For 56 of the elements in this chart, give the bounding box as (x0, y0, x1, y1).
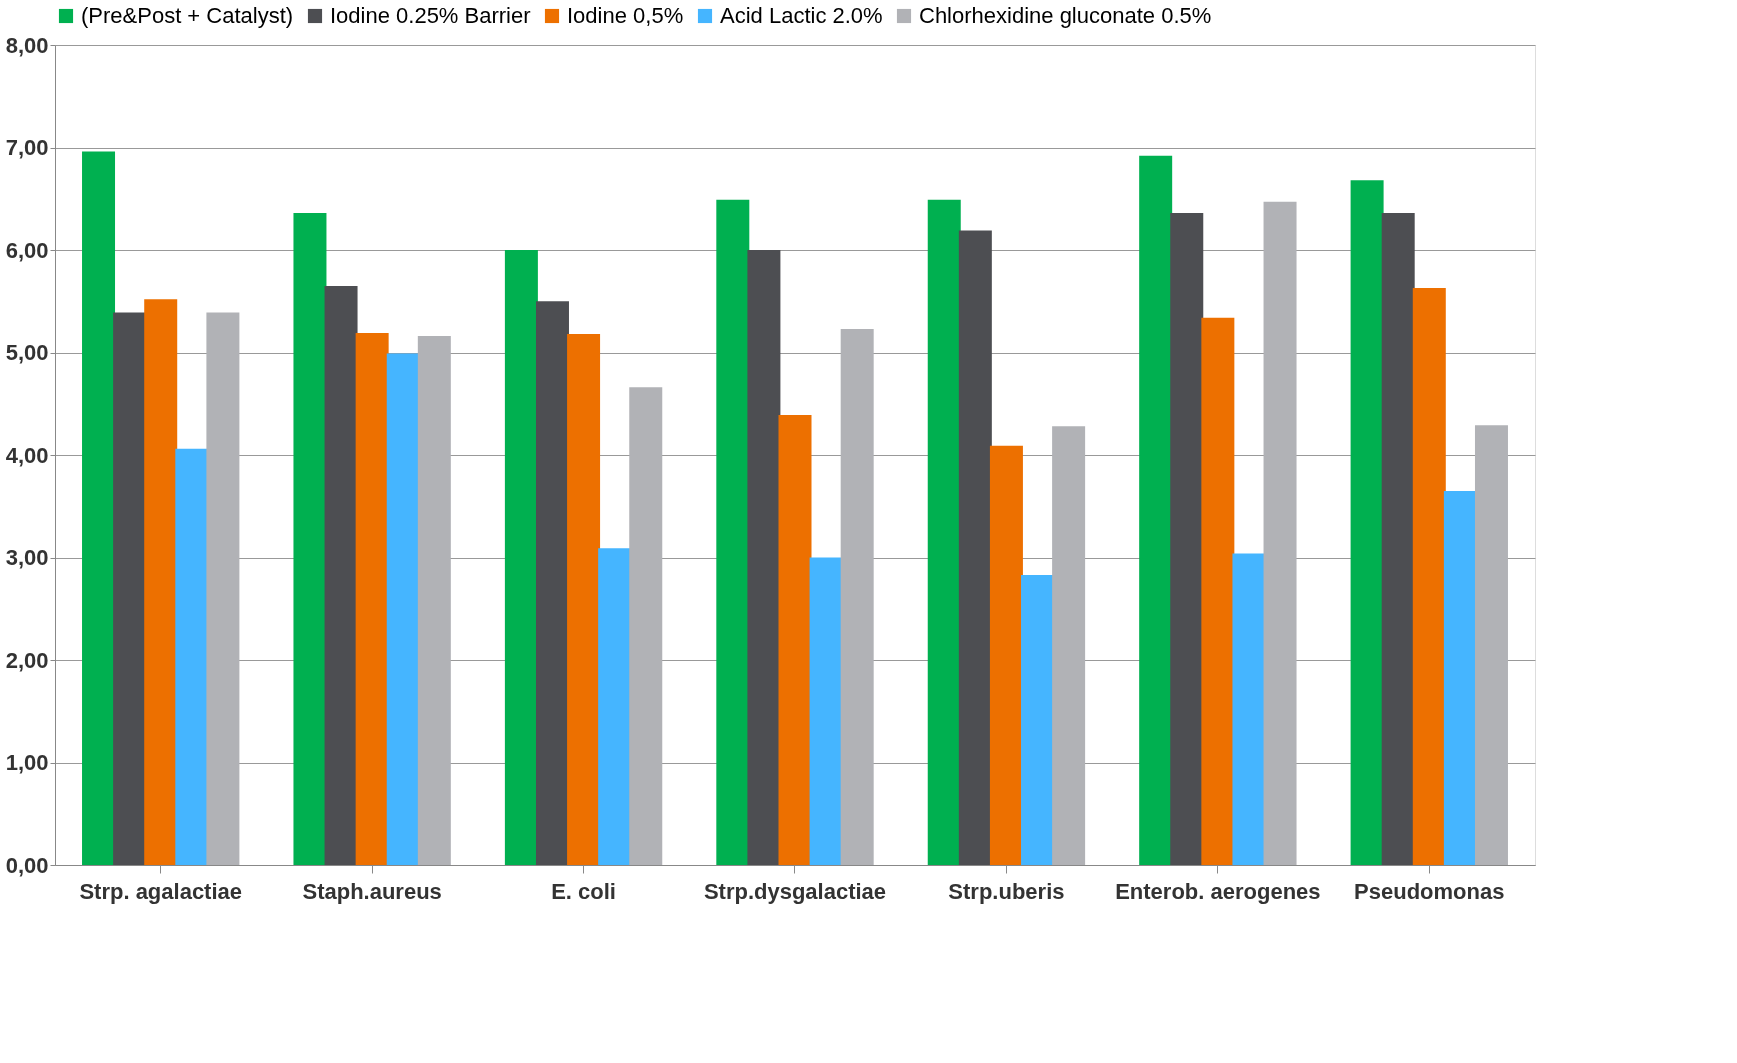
x-tick-label: Strp.uberis (948, 878, 1065, 904)
bar (1263, 201, 1297, 865)
bar (1474, 425, 1508, 865)
x-tick-label: Strp. agalactiae (79, 878, 243, 904)
legend-label: Chlorhexidine gluconate 0.5% (919, 3, 1212, 28)
y-tick-label: 4,00 (5, 442, 49, 468)
y-tick-label: 0,00 (5, 852, 49, 878)
legend-label: Iodine 0,5% (567, 3, 684, 28)
bar (144, 299, 178, 865)
bar (1052, 426, 1086, 865)
legend-label: Iodine 0.25% Barrier (330, 3, 531, 28)
bar (840, 328, 874, 865)
bar (958, 230, 992, 865)
bar (747, 250, 781, 865)
bar (82, 151, 116, 865)
bar (1170, 213, 1204, 865)
bar (386, 353, 420, 865)
bar (809, 557, 843, 865)
y-tick-label: 2,00 (5, 647, 49, 673)
y-tick-label: 3,00 (5, 545, 49, 570)
bar (355, 333, 389, 865)
bar (1381, 213, 1415, 865)
bar (175, 448, 209, 865)
bar (324, 285, 358, 865)
legend-label: (Pre&Post + Catalyst) (81, 3, 294, 28)
bar (417, 336, 451, 865)
x-tick-label: Pseudomonas (1354, 878, 1505, 904)
bar (629, 387, 663, 865)
bar (1201, 317, 1235, 865)
bar (598, 548, 632, 865)
bar (1232, 553, 1266, 865)
y-tick-label: 5,00 (5, 340, 49, 365)
bar (778, 415, 812, 865)
bar (113, 312, 147, 865)
bar (1139, 155, 1173, 865)
x-tick-label: Staph.aureus (302, 878, 442, 904)
y-tick-label: 8,00 (5, 32, 49, 58)
bar (1350, 180, 1384, 865)
y-tick-label: 6,00 (5, 237, 49, 263)
bar (989, 445, 1023, 865)
bar (535, 301, 569, 865)
bar (206, 312, 240, 865)
x-tick-label: E. coli (551, 878, 616, 904)
y-tick-label: 1,00 (5, 750, 49, 775)
bar (567, 334, 601, 865)
bar (716, 199, 750, 865)
bar (293, 213, 327, 865)
bar (927, 199, 961, 865)
y-tick-label: 7,00 (5, 135, 49, 160)
bar (1021, 574, 1055, 865)
x-tick-label: Enterob. aerogenes (1115, 878, 1321, 904)
legend-label: Acid Lactic 2.0% (720, 3, 883, 28)
bar (1412, 287, 1446, 865)
bar (504, 250, 538, 865)
x-tick-label: Strp.dysgalactiae (703, 878, 887, 904)
bar (1443, 490, 1477, 865)
